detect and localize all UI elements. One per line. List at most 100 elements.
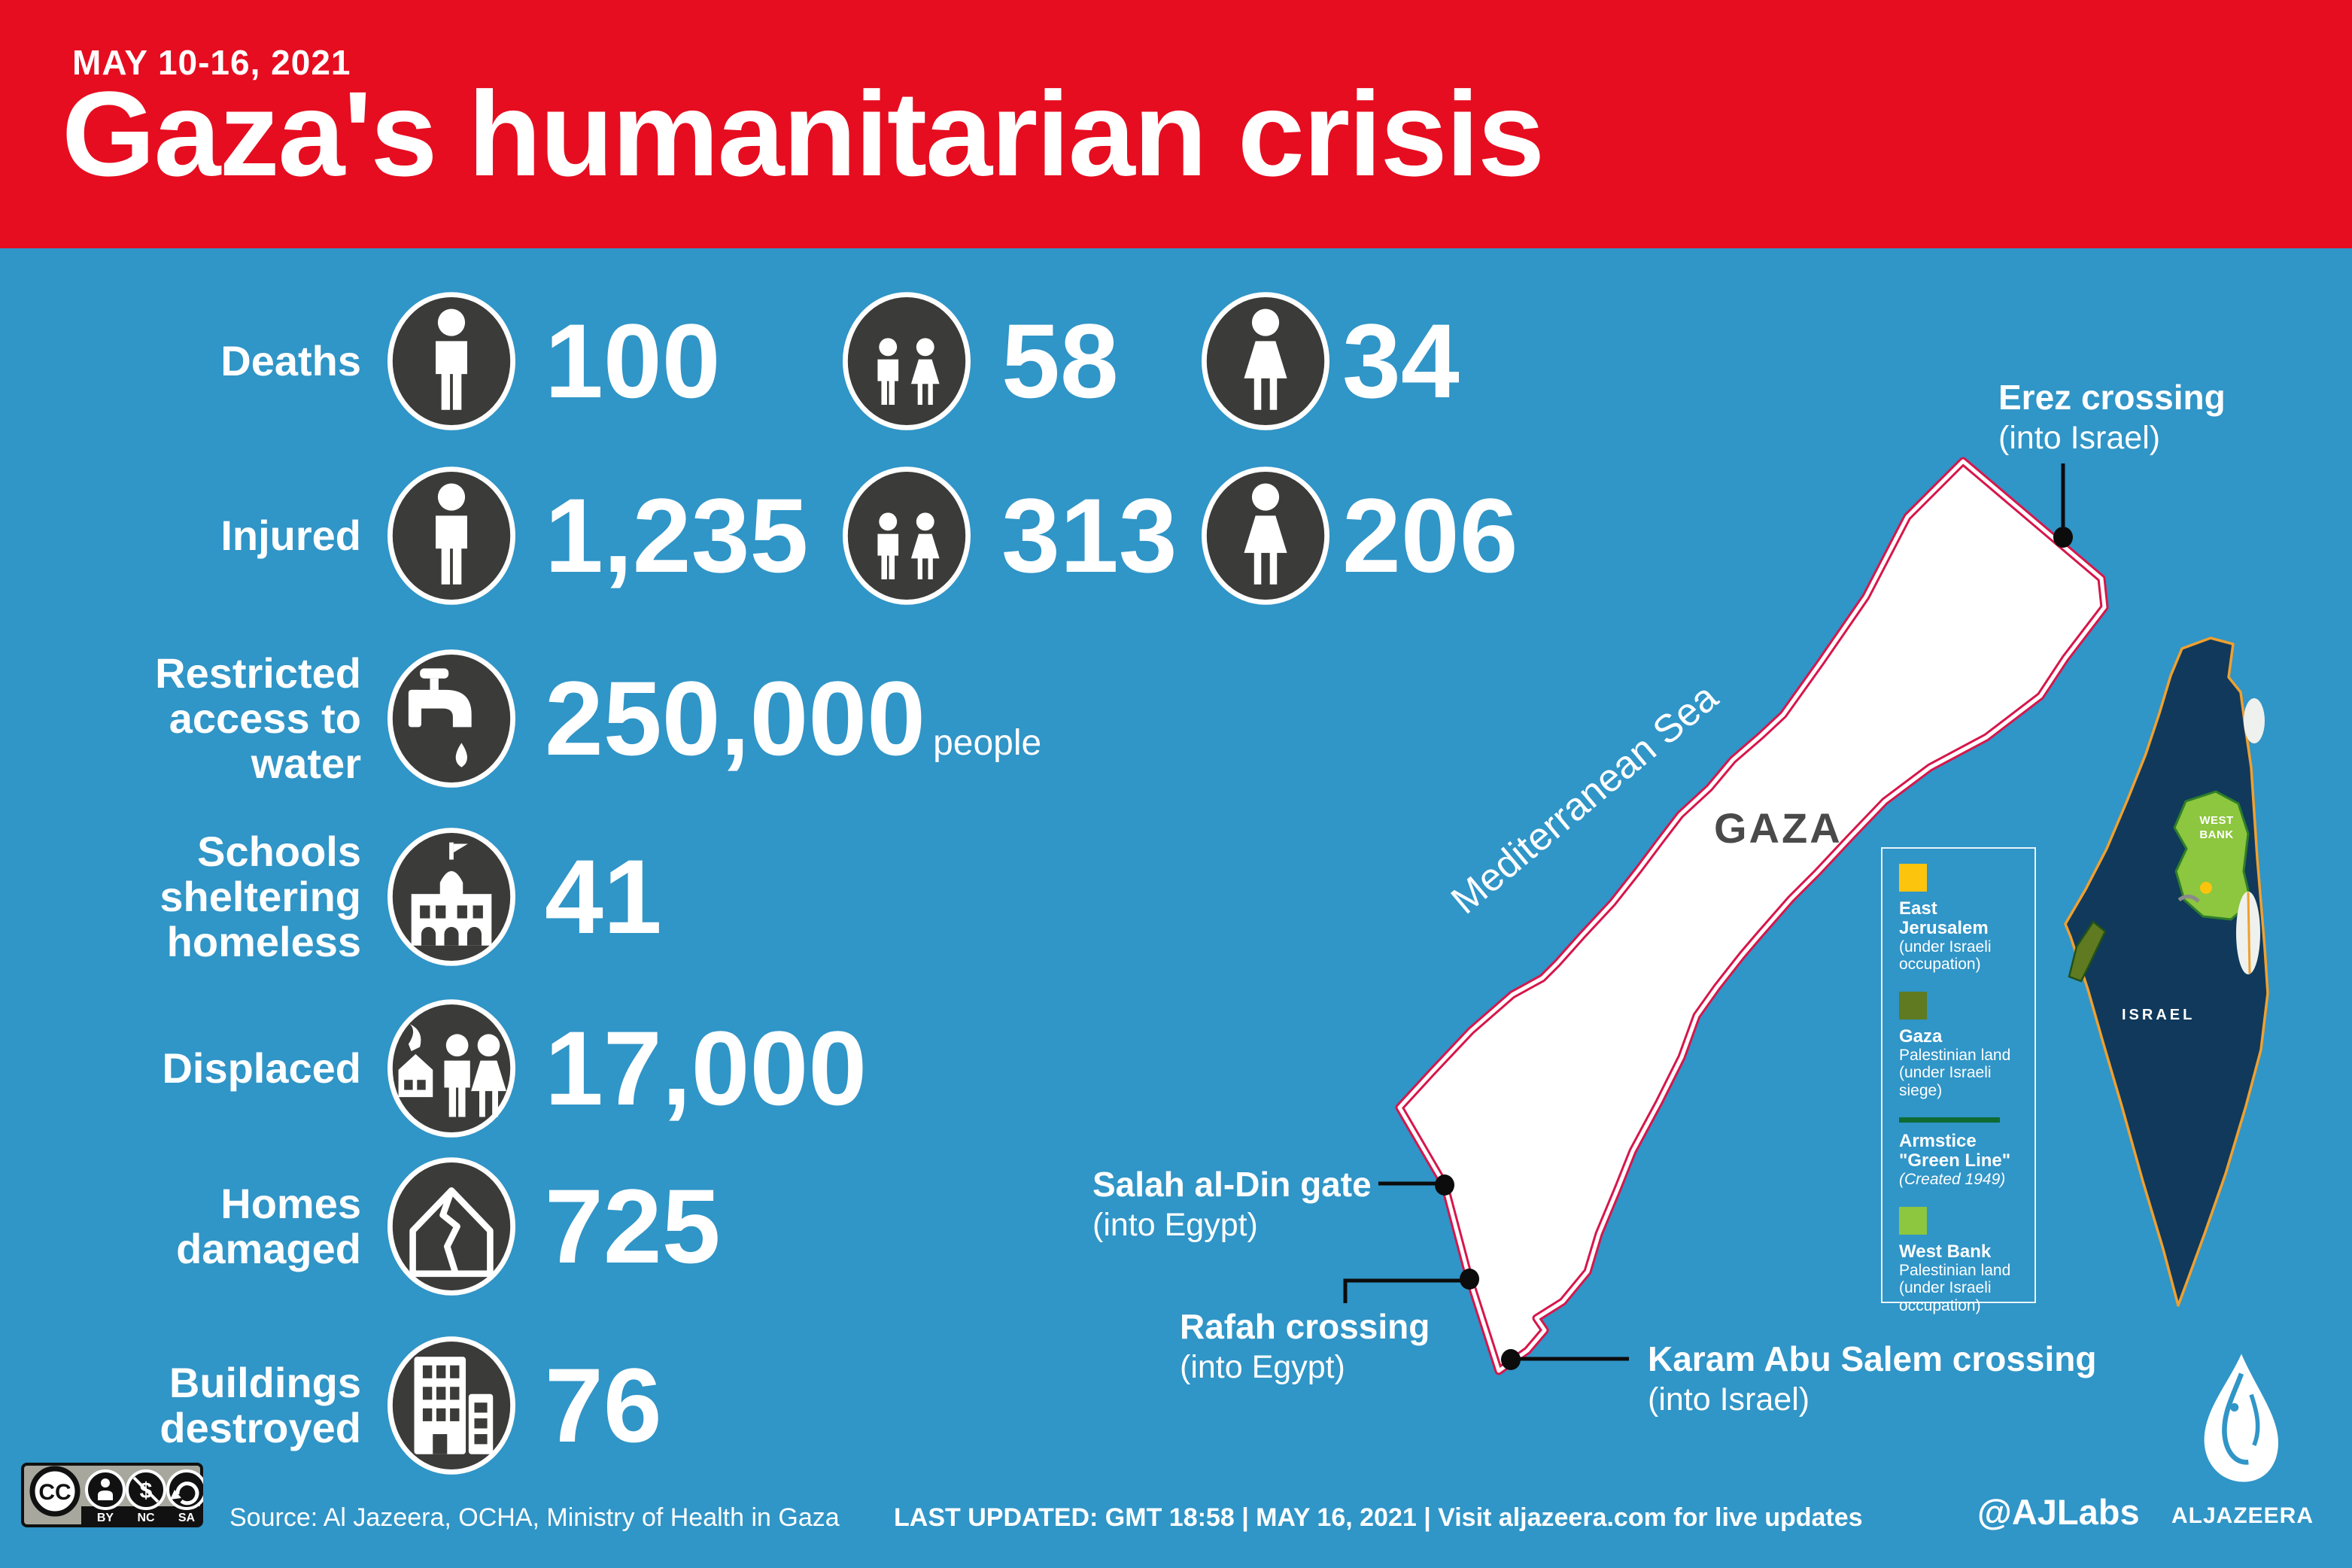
rafah-leader-line: [1343, 1278, 1463, 1303]
svg-text:NC: NC: [137, 1512, 155, 1524]
cc-icon: [29, 1466, 81, 1517]
stat-value: 17,000: [545, 1013, 867, 1124]
israel-minimap-shape: [2064, 637, 2269, 1307]
ajlabs-handle: @AJLabs: [1977, 1492, 2140, 1532]
legend-item: East Jerusalem (under Israeli occupation): [1899, 864, 2024, 974]
crossing-title: Erez crossing: [1998, 378, 2226, 417]
stat-number: 250,000: [545, 659, 926, 777]
legend-desc: (under Israeli occupation): [1899, 937, 1992, 974]
karam-crossing-dot: [1501, 1349, 1521, 1370]
legend-color-swatch: [1899, 1206, 1927, 1235]
stat-number: 100: [545, 302, 721, 420]
header-banner: MAY 10-16, 2021 Gaza's humanitarian cris…: [0, 0, 2352, 248]
stat-label-line: damaged: [176, 1225, 361, 1272]
stat-label: Schools sheltering homeless: [15, 829, 361, 965]
legend-title: Gaza: [1899, 1026, 1943, 1047]
legend-title: East Jerusalem: [1899, 898, 1989, 938]
school-icon: [387, 828, 515, 966]
stat-value: 34: [1342, 305, 1460, 417]
stat-label-line: homeless: [166, 918, 361, 965]
legend-color-swatch: [1899, 864, 1927, 892]
legend-desc: (Created 1949): [1899, 1171, 2006, 1189]
stat-label-line: access to: [169, 694, 361, 742]
page-title: Gaza's humanitarian crisis: [62, 66, 1545, 201]
stat-value: 58: [1001, 305, 1119, 417]
stat-label-line: Deaths: [220, 337, 361, 384]
gaza-strip-inner-border: [1397, 459, 2107, 1373]
legend-item: Armstice "Green Line" (Created 1949): [1899, 1117, 2024, 1188]
faucet-icon: [387, 649, 515, 788]
svg-text:SA: SA: [178, 1512, 196, 1524]
stat-suffix: people: [933, 723, 1042, 763]
legend-color-swatch: [1899, 991, 1927, 1020]
west-bank-shape: [2173, 790, 2253, 921]
map-legend: East Jerusalem (under Israeli occupation)…: [1881, 847, 2036, 1314]
legend-title: West Bank: [1899, 1241, 1992, 1262]
legend-line-swatch: [1899, 1117, 2000, 1123]
stat-label-line: Homes: [220, 1180, 361, 1227]
displaced-family-icon: [387, 999, 515, 1138]
stat-number: 725: [545, 1167, 721, 1285]
stat-number: 76: [545, 1346, 662, 1464]
stat-label-line: sheltering: [160, 873, 361, 920]
date-range: MAY 10-16, 2021: [72, 43, 351, 82]
svg-text:BY: BY: [97, 1512, 114, 1524]
aljazeera-wordmark: ALJAZEERA: [2171, 1503, 2314, 1528]
sea-of-galilee-shape: [2244, 698, 2265, 743]
man-icon: [387, 466, 515, 605]
stat-value: 206: [1342, 480, 1518, 591]
stat-label-line: destroyed: [160, 1404, 361, 1451]
legend-item: West Bank Palestinian land (under Israeli…: [1899, 1206, 2024, 1314]
children-icon: [843, 292, 971, 430]
crossing-title: Salah al-Din gate: [1092, 1165, 1372, 1204]
stat-value: 725: [545, 1171, 721, 1282]
stat-label-line: Restricted: [155, 649, 361, 697]
damaged-house-icon: [387, 1157, 515, 1296]
legend-desc: Palestinian land (under Israeli occupati…: [1899, 1261, 2011, 1314]
stat-label-line: Displaced: [162, 1044, 361, 1092]
crossing-subtitle: (into Egypt): [1180, 1348, 1345, 1385]
stat-value: 41: [545, 841, 662, 953]
stat-number: 206: [1342, 476, 1518, 594]
crossing-label: Erez crossing (into Israel): [1998, 378, 2226, 457]
israel-label: ISRAEL: [2122, 1007, 2196, 1023]
stat-number: 34: [1342, 302, 1460, 420]
crossing-title: Rafah crossing: [1180, 1307, 1430, 1346]
woman-icon: [1202, 466, 1329, 605]
stat-value: 76: [545, 1350, 662, 1461]
stat-value: 250,000 people: [545, 663, 1041, 799]
stat-label-line: Buildings: [169, 1359, 361, 1406]
stat-label-line: Injured: [220, 512, 361, 559]
crossing-title: Karam Abu Salem crossing: [1648, 1339, 2097, 1378]
legend-desc: Palestinian land (under Israeli siege): [1899, 1046, 2011, 1099]
stat-label: Restricted access to water: [15, 651, 361, 786]
crossing-subtitle: (into Israel): [1648, 1381, 1810, 1418]
woman-icon: [1202, 292, 1329, 430]
gaza-region-label: GAZA: [1714, 804, 1843, 852]
stat-label: Deaths: [15, 339, 361, 384]
svg-text:CC: CC: [38, 1480, 71, 1505]
aljazeera-logo-icon: [2204, 1354, 2278, 1482]
stat-number: 313: [1001, 476, 1178, 594]
legend-title: Armstice "Green Line": [1899, 1131, 2011, 1171]
cc-by-icon: [85, 1469, 126, 1510]
crossing-subtitle: (into Israel): [1998, 419, 2161, 456]
erez-crossing-dot: [2053, 527, 2073, 548]
green-line-mark: [2177, 895, 2200, 903]
stat-label-line: Schools: [197, 828, 361, 875]
stat-number: 17,000: [545, 1009, 868, 1127]
stat-value: 313: [1001, 480, 1178, 591]
source-attribution: Source: Al Jazeera, OCHA, Ministry of He…: [229, 1503, 840, 1532]
crossing-subtitle: (into Egypt): [1092, 1206, 1258, 1243]
west-bank-label: WEST BANK: [2199, 814, 2234, 841]
crossing-label: Rafah crossing (into Egypt): [1180, 1308, 1430, 1386]
stat-label: Displaced: [15, 1046, 361, 1091]
children-icon: [843, 466, 971, 605]
stat-label: Homes damaged: [15, 1181, 361, 1272]
stat-label: Buildings destroyed: [15, 1360, 361, 1451]
stat-label-line: water: [251, 740, 361, 787]
stat-number: 58: [1001, 302, 1119, 420]
crossing-label: Salah al-Din gate (into Egypt): [1092, 1165, 1372, 1244]
